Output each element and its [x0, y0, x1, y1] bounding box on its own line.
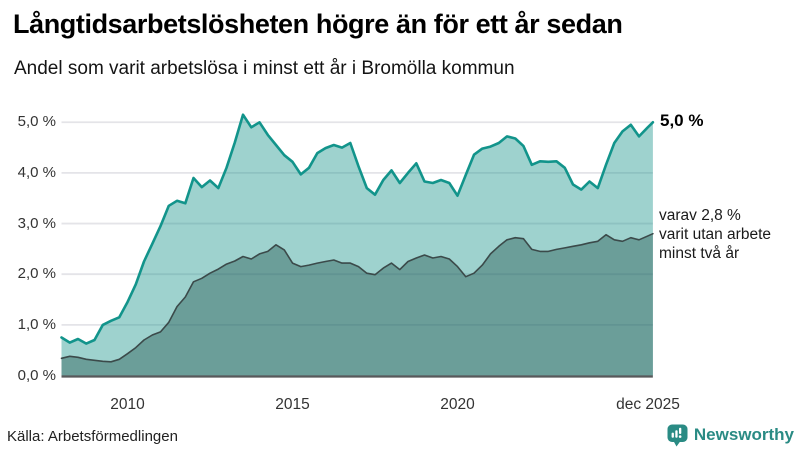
- newsworthy-chart-bubble-icon: [667, 424, 688, 447]
- source-note: Källa: Arbetsförmedlingen: [7, 428, 178, 445]
- annotation-line-2: varit utan arbete: [659, 226, 772, 243]
- y-tick-label: 5,0 %: [17, 113, 56, 131]
- brand-name: Newsworthy: [693, 425, 794, 444]
- x-tick-label: 2010: [110, 396, 145, 413]
- line-1yr: [60, 113, 655, 345]
- x-tick-label: 2015: [275, 396, 310, 413]
- y-tick-label: 1,0 %: [17, 315, 56, 333]
- y-tick-label: 0,0 %: [17, 366, 56, 384]
- chart-subtitle: Andel som varit arbetslösa i minst ett å…: [14, 58, 515, 79]
- annotation-line-1: varav 2,8 %: [659, 207, 741, 224]
- line-2yr: [60, 232, 654, 363]
- brand-logo[interactable]: Newsworthy: [667, 422, 794, 448]
- series-end-label-1yr: 5,0 %: [660, 111, 704, 130]
- y-tick-label: 3,0 %: [17, 214, 56, 232]
- chart-title: Långtidsarbetslösheten högre än för ett …: [13, 9, 623, 39]
- area-fill-2yr: [61, 233, 653, 376]
- x-tick-label: dec 2025: [616, 396, 680, 413]
- x-tick-label: 2020: [440, 396, 475, 413]
- y-tick-label: 4,0 %: [17, 163, 56, 181]
- area-fill-1yr: [61, 114, 653, 376]
- series-end-label-2yr: varav 2,8 % varit utan arbete minst två …: [659, 206, 771, 263]
- gridlines-group: [61, 121, 653, 326]
- annotation-line-3: minst två år: [659, 245, 740, 262]
- y-tick-label: 2,0 %: [17, 265, 56, 283]
